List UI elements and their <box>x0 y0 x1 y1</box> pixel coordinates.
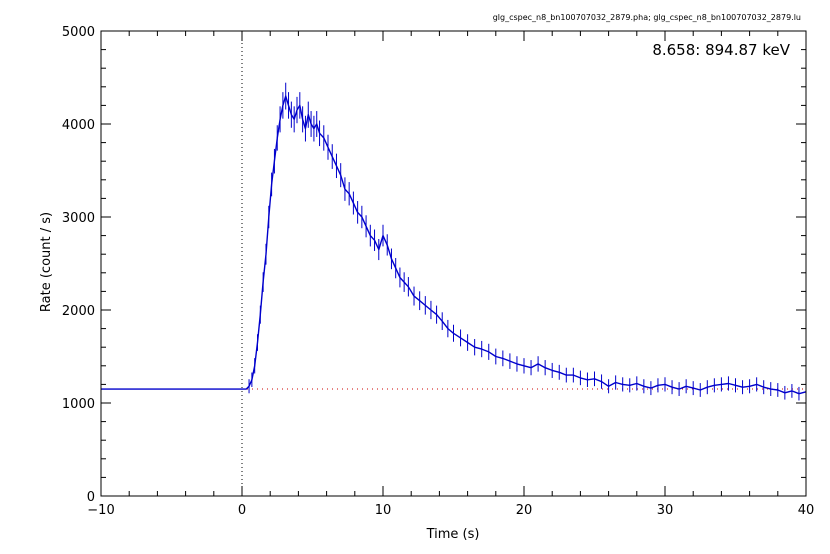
y-tick-label: 4000 <box>62 118 95 133</box>
x-axis-title: Time (s) <box>426 527 480 542</box>
y-tick-label: 3000 <box>62 211 95 226</box>
plot-frame <box>100 30 807 497</box>
y-axis-title: Rate (count / s) <box>39 212 54 312</box>
x-tick-label: 30 <box>657 503 674 518</box>
x-tick-label: 0 <box>238 503 246 518</box>
x-tick-label: 20 <box>516 503 533 518</box>
energy-range-label: 8.658: 894.87 keV <box>652 41 790 59</box>
y-tick-label: 1000 <box>62 397 95 412</box>
y-tick-label: 5000 <box>62 25 95 40</box>
x-tick-label: 10 <box>375 503 392 518</box>
file-label: glg_cspec_n8_bn100707032_2879.pha; glg_c… <box>493 13 801 22</box>
light-curve-line <box>101 95 807 395</box>
y-tick-label: 0 <box>87 490 95 505</box>
x-tick-label: −10 <box>87 503 114 518</box>
y-tick-label: 2000 <box>62 304 95 319</box>
x-tick-label: 40 <box>798 503 815 518</box>
